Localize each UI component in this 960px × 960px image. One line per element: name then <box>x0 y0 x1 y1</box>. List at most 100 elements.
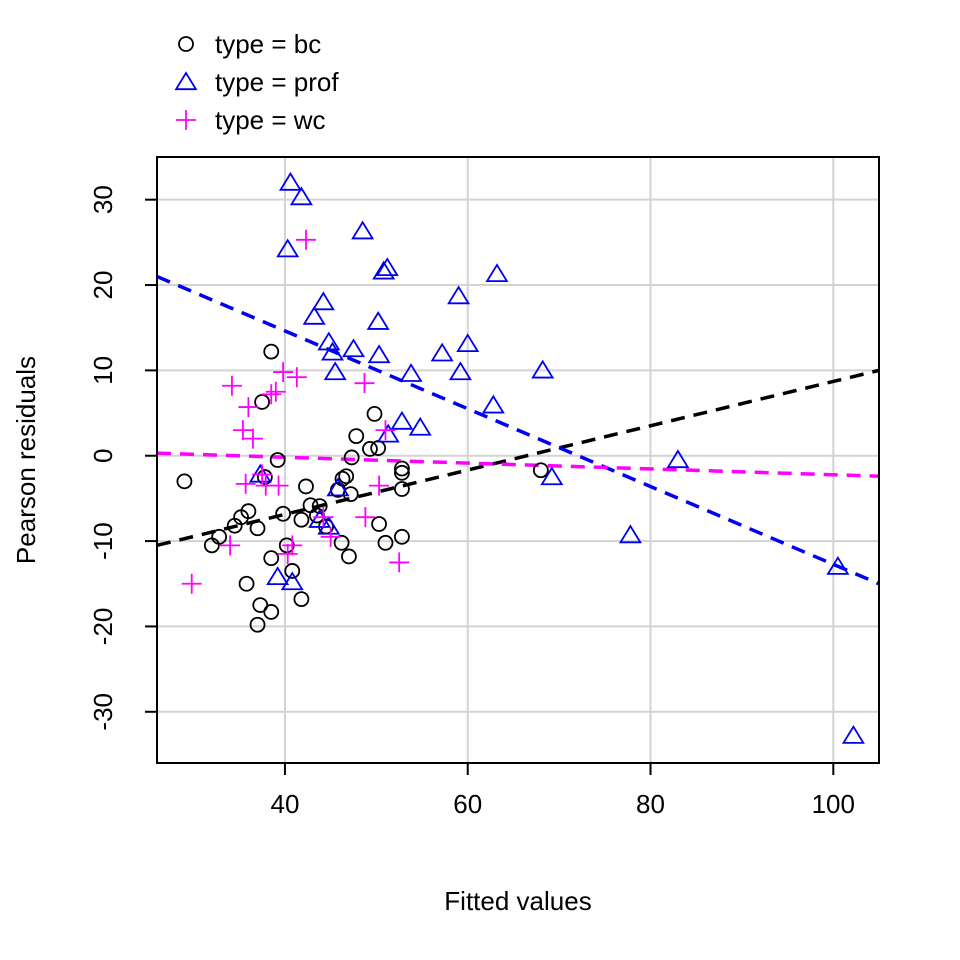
point-type-prof <box>372 260 396 280</box>
point-type-prof <box>399 363 423 382</box>
point-type-wc <box>252 464 273 485</box>
point-type-wc <box>277 543 298 564</box>
legend-marker <box>174 71 198 91</box>
point-type-wc <box>369 475 390 496</box>
point-type-prof <box>531 359 555 379</box>
point-type-bc <box>176 473 193 490</box>
point-type-prof <box>276 238 300 258</box>
fit-lines <box>156 274 880 586</box>
point-type-wc <box>354 373 375 394</box>
point-type-bc <box>362 441 378 457</box>
point-type-bc <box>343 449 360 466</box>
point-type-prof <box>326 477 350 497</box>
point-type-prof <box>323 361 347 381</box>
point-type-wc <box>282 535 303 556</box>
point-type-prof <box>666 449 690 469</box>
legend: type = bc type = prof type = wc <box>174 29 339 135</box>
point-type-prof <box>390 410 414 430</box>
point-type-bc <box>269 452 286 468</box>
point-type-bc <box>377 534 394 551</box>
point-type-prof <box>448 361 472 381</box>
point-type-prof <box>289 186 313 206</box>
point-type-prof <box>456 333 480 353</box>
point-type-prof <box>447 285 471 305</box>
point-type-prof <box>375 257 399 277</box>
point-type-bc <box>394 528 410 545</box>
legend-marker <box>176 110 196 130</box>
point-type-bc <box>298 478 314 495</box>
point-type-wc <box>286 367 307 388</box>
point-type-wc <box>235 473 256 494</box>
legend-label: type = wc <box>215 105 326 135</box>
point-type-prof <box>280 571 304 591</box>
point-type-wc <box>232 420 253 441</box>
legend-marker <box>178 36 194 52</box>
point-type-prof <box>841 724 865 744</box>
point-type-bc <box>311 498 328 514</box>
point-type-prof <box>618 524 642 544</box>
point-type-prof <box>540 466 564 486</box>
y-tick-label: -10 <box>88 522 118 560</box>
point-type-wc <box>268 475 289 496</box>
point-type-prof <box>485 263 509 283</box>
point-type-prof <box>376 423 400 443</box>
point-type-prof <box>317 331 341 351</box>
point-type-prof <box>311 291 335 311</box>
point-type-bc <box>263 550 280 567</box>
plot-frame <box>156 156 880 764</box>
y-tick-label: 30 <box>88 185 118 214</box>
point-type-bc <box>256 469 273 485</box>
point-type-wc <box>265 381 286 402</box>
point-type-bc <box>263 604 280 620</box>
y-tick-label: 10 <box>88 356 118 385</box>
point-type-wc <box>220 535 241 556</box>
point-type-wc <box>221 375 242 396</box>
point-type-bc <box>394 460 410 477</box>
point-type-prof <box>266 566 290 586</box>
y-tick-label: 0 <box>88 448 118 462</box>
grid <box>157 157 879 763</box>
point-type-wc <box>273 362 294 383</box>
point-type-bc <box>284 563 301 579</box>
point-type-bc <box>293 591 310 608</box>
point-type-bc <box>293 511 310 528</box>
point-type-prof <box>366 311 390 330</box>
legend-label: type = prof <box>215 67 339 97</box>
legend-label: type = bc <box>215 29 321 59</box>
y-tick-label: 20 <box>88 271 118 300</box>
point-type-wc <box>355 507 376 528</box>
point-type-bc <box>333 534 350 551</box>
point-type-prof <box>351 220 375 240</box>
point-type-wc <box>313 507 334 528</box>
point-type-wc <box>375 420 396 441</box>
point-type-bc <box>341 548 357 565</box>
y-axis: -30 -20 -10 0 10 20 30 <box>88 185 157 731</box>
point-type-bc <box>348 428 365 445</box>
point-type-wc <box>242 428 263 449</box>
x-axis-label: Fitted values <box>444 886 591 916</box>
y-tick-label: -30 <box>88 693 118 731</box>
y-axis-label: Pearson residuals <box>11 356 41 564</box>
point-type-wc <box>389 552 410 573</box>
point-type-prof <box>408 416 432 436</box>
point-type-bc <box>370 440 387 456</box>
point-type-bc <box>532 462 549 479</box>
point-type-bc <box>263 343 280 360</box>
point-type-bc <box>338 468 355 485</box>
x-axis: 40 60 80 100 <box>270 763 855 819</box>
point-type-prof <box>430 342 454 362</box>
point-type-wc <box>295 229 316 250</box>
point-type-bc <box>394 481 410 497</box>
point-type-bc <box>240 503 257 520</box>
point-type-prof <box>308 509 332 528</box>
point-type-bc <box>394 464 410 481</box>
point-type-wc <box>261 384 282 405</box>
point-type-prof <box>341 338 365 358</box>
y-tick-label: -20 <box>88 608 118 646</box>
fit-line <box>156 451 880 478</box>
point-type-prof <box>278 171 302 191</box>
point-type-bc <box>366 406 383 422</box>
x-tick-label: 80 <box>636 789 665 819</box>
